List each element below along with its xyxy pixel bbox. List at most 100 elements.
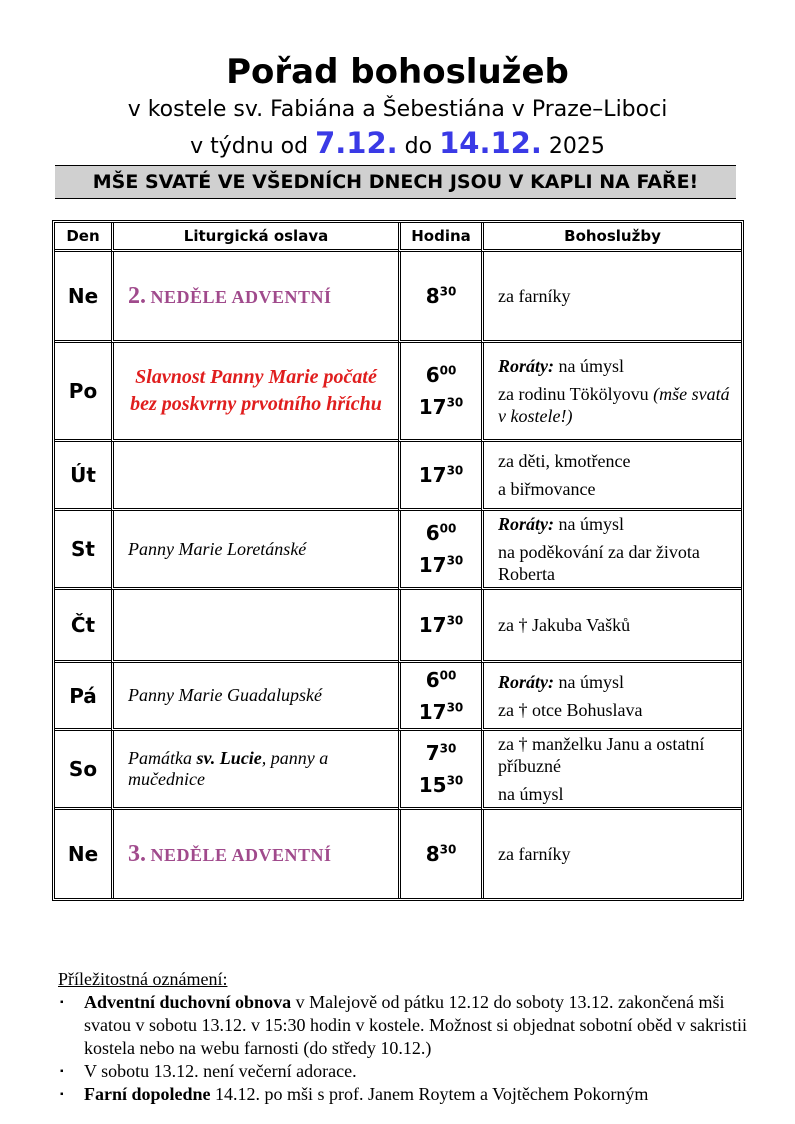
column-header: Liturgická oslava: [111, 223, 398, 252]
text-segment: za farníky: [498, 286, 571, 306]
times: 730 1530: [398, 731, 481, 810]
row: Čt 1730 za † Jakuba Vašků: [55, 590, 741, 663]
time: 1730: [419, 463, 464, 487]
service-list: Roráty: na úmysl na poděkování za dar živ…: [498, 513, 735, 585]
text-segment: NEDĚLE ADVENTNÍ: [150, 286, 332, 307]
celebration: 3. NEDĚLE ADVENTNÍ: [111, 810, 398, 898]
time: 1730: [419, 395, 464, 419]
time: 600: [426, 521, 457, 545]
text-segment: , panny a mučednice: [128, 748, 329, 789]
day: St: [55, 511, 111, 590]
day: So: [55, 731, 111, 810]
hour: 6: [425, 363, 440, 387]
service-list: za farníky: [498, 285, 735, 307]
hour: 17: [418, 395, 447, 419]
schedule-table: Den Liturgická oslava Hodina Bohoslužby Ne 2.…: [52, 220, 744, 901]
service: Roráty: na úmysl: [498, 355, 735, 377]
services: za děti, kmotřence a biřmovance: [481, 442, 741, 511]
hour: 8: [425, 842, 440, 866]
services: Roráty: na úmysl na poděkování za dar živ…: [481, 511, 741, 590]
time: 1730: [419, 613, 464, 637]
service-list: Roráty: na úmysl za † otce Bohuslava: [498, 671, 735, 721]
service: za † manželku Janu a ostatní příbuzné: [498, 733, 735, 777]
week-prefix: v týdnu od: [190, 134, 309, 159]
minute: 30: [446, 395, 464, 410]
service: na poděkování za dar života Roberta: [498, 541, 735, 585]
minute: 30: [446, 463, 464, 478]
year: 2025: [548, 134, 605, 159]
text-segment: za rodinu Tökölyovu: [498, 384, 649, 404]
hour: 6: [425, 667, 440, 692]
service-list: za † manželku Janu a ostatní příbuzné na …: [498, 733, 735, 805]
celebration: Slavnost Panny Marie počaté bez poskvrny…: [111, 343, 398, 442]
service-list: za děti, kmotřence a biřmovance: [498, 450, 735, 500]
minute: 30: [446, 699, 464, 714]
hour: 6: [425, 521, 440, 545]
minute: 30: [439, 284, 457, 299]
text-segment: NEDĚLE ADVENTNÍ: [150, 844, 332, 865]
celebration: [111, 590, 398, 663]
time-list: 600 1730: [401, 521, 481, 577]
service-list: za † Jakuba Vašků: [498, 614, 735, 636]
column-header: Den: [55, 223, 111, 252]
time-list: 1730: [401, 613, 481, 637]
notes: Příležitostná oznámení: Adventní duchovn…: [58, 968, 748, 1106]
time: 830: [426, 284, 457, 308]
time: 600: [426, 363, 457, 387]
day: Pá: [55, 663, 111, 731]
text-segment: Roráty:: [498, 356, 554, 376]
minute: 30: [446, 773, 464, 788]
note-item: V sobotu 13.12. není večerní adorace.: [60, 1060, 748, 1083]
minute: 00: [439, 667, 457, 682]
time-list: 830: [401, 842, 481, 866]
times: 830: [398, 810, 481, 898]
text-segment: na poděkování za dar života Roberta: [498, 542, 700, 584]
hour: 17: [418, 699, 447, 724]
service: a biřmovance: [498, 478, 735, 500]
time-list: 600 1730: [401, 668, 481, 724]
time: 1530: [419, 773, 464, 797]
row: St Panny Marie Loretánské 600 1730 Roráty: n…: [55, 511, 741, 590]
times: 600 1730: [398, 663, 481, 731]
text-segment: 2.: [128, 282, 146, 309]
day: Ne: [55, 252, 111, 343]
minute: 00: [439, 521, 457, 536]
banner: MŠE SVATÉ VE VŠEDNÍCH DNECH JSOU V KAPLI…: [55, 165, 736, 199]
service: za děti, kmotřence: [498, 450, 735, 472]
celebration: [111, 442, 398, 511]
notes-heading: Příležitostná oznámení:: [58, 969, 228, 989]
times: 1730: [398, 590, 481, 663]
text-segment: na úmysl: [558, 671, 625, 692]
hour: 15: [418, 773, 447, 797]
day: Po: [55, 343, 111, 442]
week-line: v týdnu od 7.12. do 14.12. 2025: [0, 126, 795, 164]
text-segment: Roráty:: [498, 514, 554, 534]
text-segment: na úmysl: [498, 784, 564, 804]
text-segment: za † manželku Janu a ostatní příbuzné: [498, 734, 705, 776]
time-list: 1730: [401, 463, 481, 487]
service: za farníky: [498, 285, 735, 307]
celebration: Panny Marie Loretánské: [111, 511, 398, 590]
service: na úmysl: [498, 783, 735, 805]
text-segment: na úmysl: [558, 514, 625, 534]
celebration: 2. NEDĚLE ADVENTNÍ: [111, 252, 398, 343]
time-list: 730 1530: [401, 741, 481, 797]
minute: 30: [439, 842, 457, 857]
text-segment: Adventní duchovní obnova: [84, 992, 292, 1012]
text-segment: V sobotu 13.12. není večerní adorace.: [84, 1061, 357, 1081]
text-segment: a biřmovance: [498, 479, 596, 499]
hour: 8: [425, 284, 440, 308]
date-from: 7.12.: [315, 126, 398, 160]
minute: 30: [439, 741, 457, 756]
text-segment: Panny Marie Loretánské: [128, 538, 307, 559]
service-list: za farníky: [498, 843, 735, 865]
time-list: 600 1730: [401, 363, 481, 419]
times: 1730: [398, 442, 481, 511]
text-segment: za farníky: [498, 844, 571, 864]
service-list: Roráty: na úmysl za rodinu Tökölyovu (mše…: [498, 355, 735, 427]
row: Po Slavnost Panny Marie počaté bez poskvr…: [55, 343, 741, 442]
week-middle: do: [404, 134, 433, 159]
text-segment: Farní dopoledne: [84, 1084, 211, 1104]
text-segment: na úmysl: [558, 356, 625, 376]
